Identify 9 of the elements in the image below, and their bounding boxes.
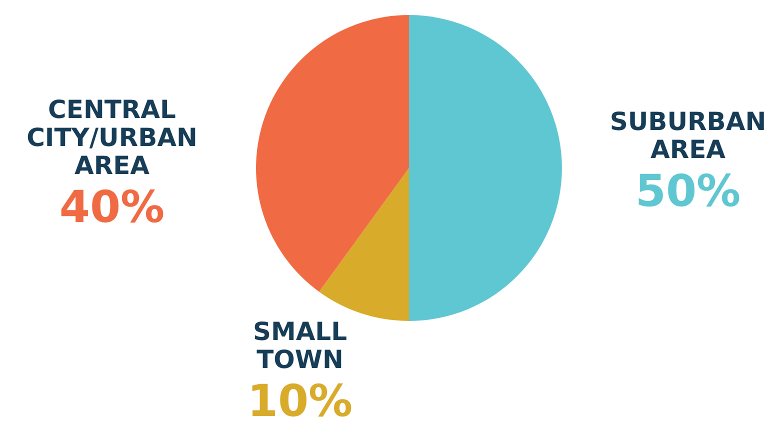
data-label: 40% bbox=[59, 182, 165, 233]
slice-label: SUBURBAN AREA bbox=[610, 107, 766, 164]
slice-label: SMALL TOWN bbox=[252, 317, 348, 374]
data-label: 10% bbox=[247, 376, 353, 425]
pie-slice bbox=[256, 15, 409, 292]
pie-slice bbox=[409, 15, 562, 321]
pie-slice bbox=[319, 168, 409, 321]
slice-label: CENTRAL CITY/URBAN AREA bbox=[26, 95, 198, 180]
data-label: 50% bbox=[635, 166, 741, 217]
